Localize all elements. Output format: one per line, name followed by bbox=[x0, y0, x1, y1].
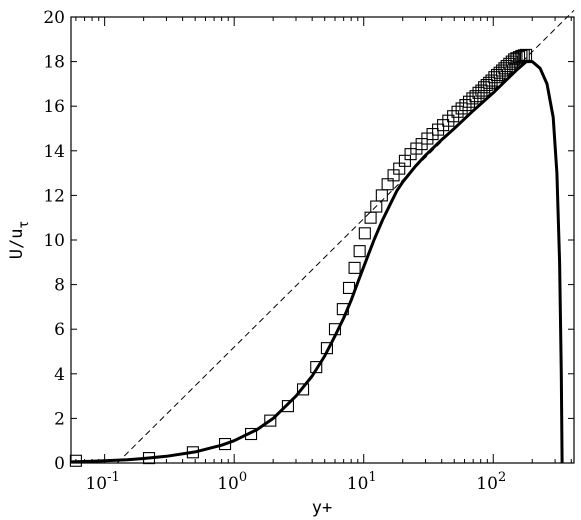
y-tick-label: 10 bbox=[43, 231, 65, 251]
data-point-square bbox=[310, 361, 323, 374]
x-tick-exponent: -1 bbox=[107, 470, 120, 485]
data-point-square bbox=[459, 99, 472, 112]
x-tick-exponent: 0 bbox=[239, 470, 247, 485]
data-point-square bbox=[320, 342, 333, 355]
plot-frame bbox=[70, 16, 575, 464]
y-tick-label: 14 bbox=[43, 142, 65, 162]
data-point-square bbox=[336, 303, 349, 316]
data-point-square bbox=[142, 452, 156, 465]
ticks bbox=[71, 16, 574, 464]
data-point-square bbox=[519, 48, 533, 61]
series-layer bbox=[69, 9, 575, 467]
dashed-reference-line bbox=[116, 9, 575, 464]
x-tick-base: 10 bbox=[347, 474, 369, 494]
data-point-square bbox=[364, 211, 377, 224]
x-tick-base: 10 bbox=[85, 474, 107, 494]
data-point-square bbox=[281, 400, 294, 413]
x-tick-base: 10 bbox=[217, 474, 239, 494]
data-point-square bbox=[508, 53, 521, 66]
data-point-square bbox=[442, 114, 455, 127]
y-axis-label-main: U/u bbox=[7, 229, 27, 260]
data-point-square bbox=[496, 64, 509, 77]
x-tick-label: 102 bbox=[476, 470, 506, 494]
data-point-square bbox=[375, 189, 388, 202]
y-tick-label: 4 bbox=[54, 365, 65, 385]
data-point-square bbox=[480, 78, 493, 92]
data-point-square bbox=[493, 66, 506, 79]
y-tick-label: 2 bbox=[54, 409, 65, 429]
y-tick-label: 18 bbox=[43, 53, 65, 73]
y-tick-label: 6 bbox=[54, 320, 65, 340]
x-tick-base: 10 bbox=[476, 474, 498, 494]
data-point-square bbox=[353, 245, 366, 258]
data-point-square bbox=[69, 454, 82, 467]
data-point-square bbox=[245, 427, 258, 441]
x-tick-label: 100 bbox=[217, 470, 247, 494]
y-tick-label: 12 bbox=[43, 186, 65, 206]
data-point-square bbox=[498, 62, 511, 75]
y-axis-label: U/uτ bbox=[7, 221, 32, 260]
x-tick-label: 10-1 bbox=[85, 470, 119, 494]
y-tick-label: 8 bbox=[54, 276, 65, 296]
data-point-square bbox=[451, 105, 464, 118]
y-tick-label: 16 bbox=[43, 97, 65, 117]
data-point-square bbox=[455, 102, 468, 115]
data-point-square bbox=[296, 383, 310, 396]
data-point-square bbox=[512, 51, 526, 64]
y-tick-label: 0 bbox=[54, 454, 65, 474]
data-point-square bbox=[342, 281, 356, 294]
x-tick-label: 101 bbox=[347, 470, 377, 494]
data-point-square bbox=[264, 414, 277, 427]
data-point-square bbox=[348, 261, 361, 274]
data-point-square bbox=[328, 323, 342, 336]
y-tick-label: 20 bbox=[43, 8, 65, 28]
data-point-square bbox=[358, 227, 371, 240]
data-point-square bbox=[447, 110, 460, 123]
x-tick-exponent: 1 bbox=[368, 470, 376, 485]
data-point-square bbox=[218, 437, 232, 451]
x-axis-label: y+ bbox=[312, 498, 332, 518]
x-tick-exponent: 2 bbox=[498, 470, 506, 485]
solid-profile-line bbox=[70, 60, 564, 464]
y-axis-label-sub: τ bbox=[17, 221, 32, 229]
data-point-square bbox=[186, 446, 199, 459]
data-point-square bbox=[515, 49, 528, 63]
